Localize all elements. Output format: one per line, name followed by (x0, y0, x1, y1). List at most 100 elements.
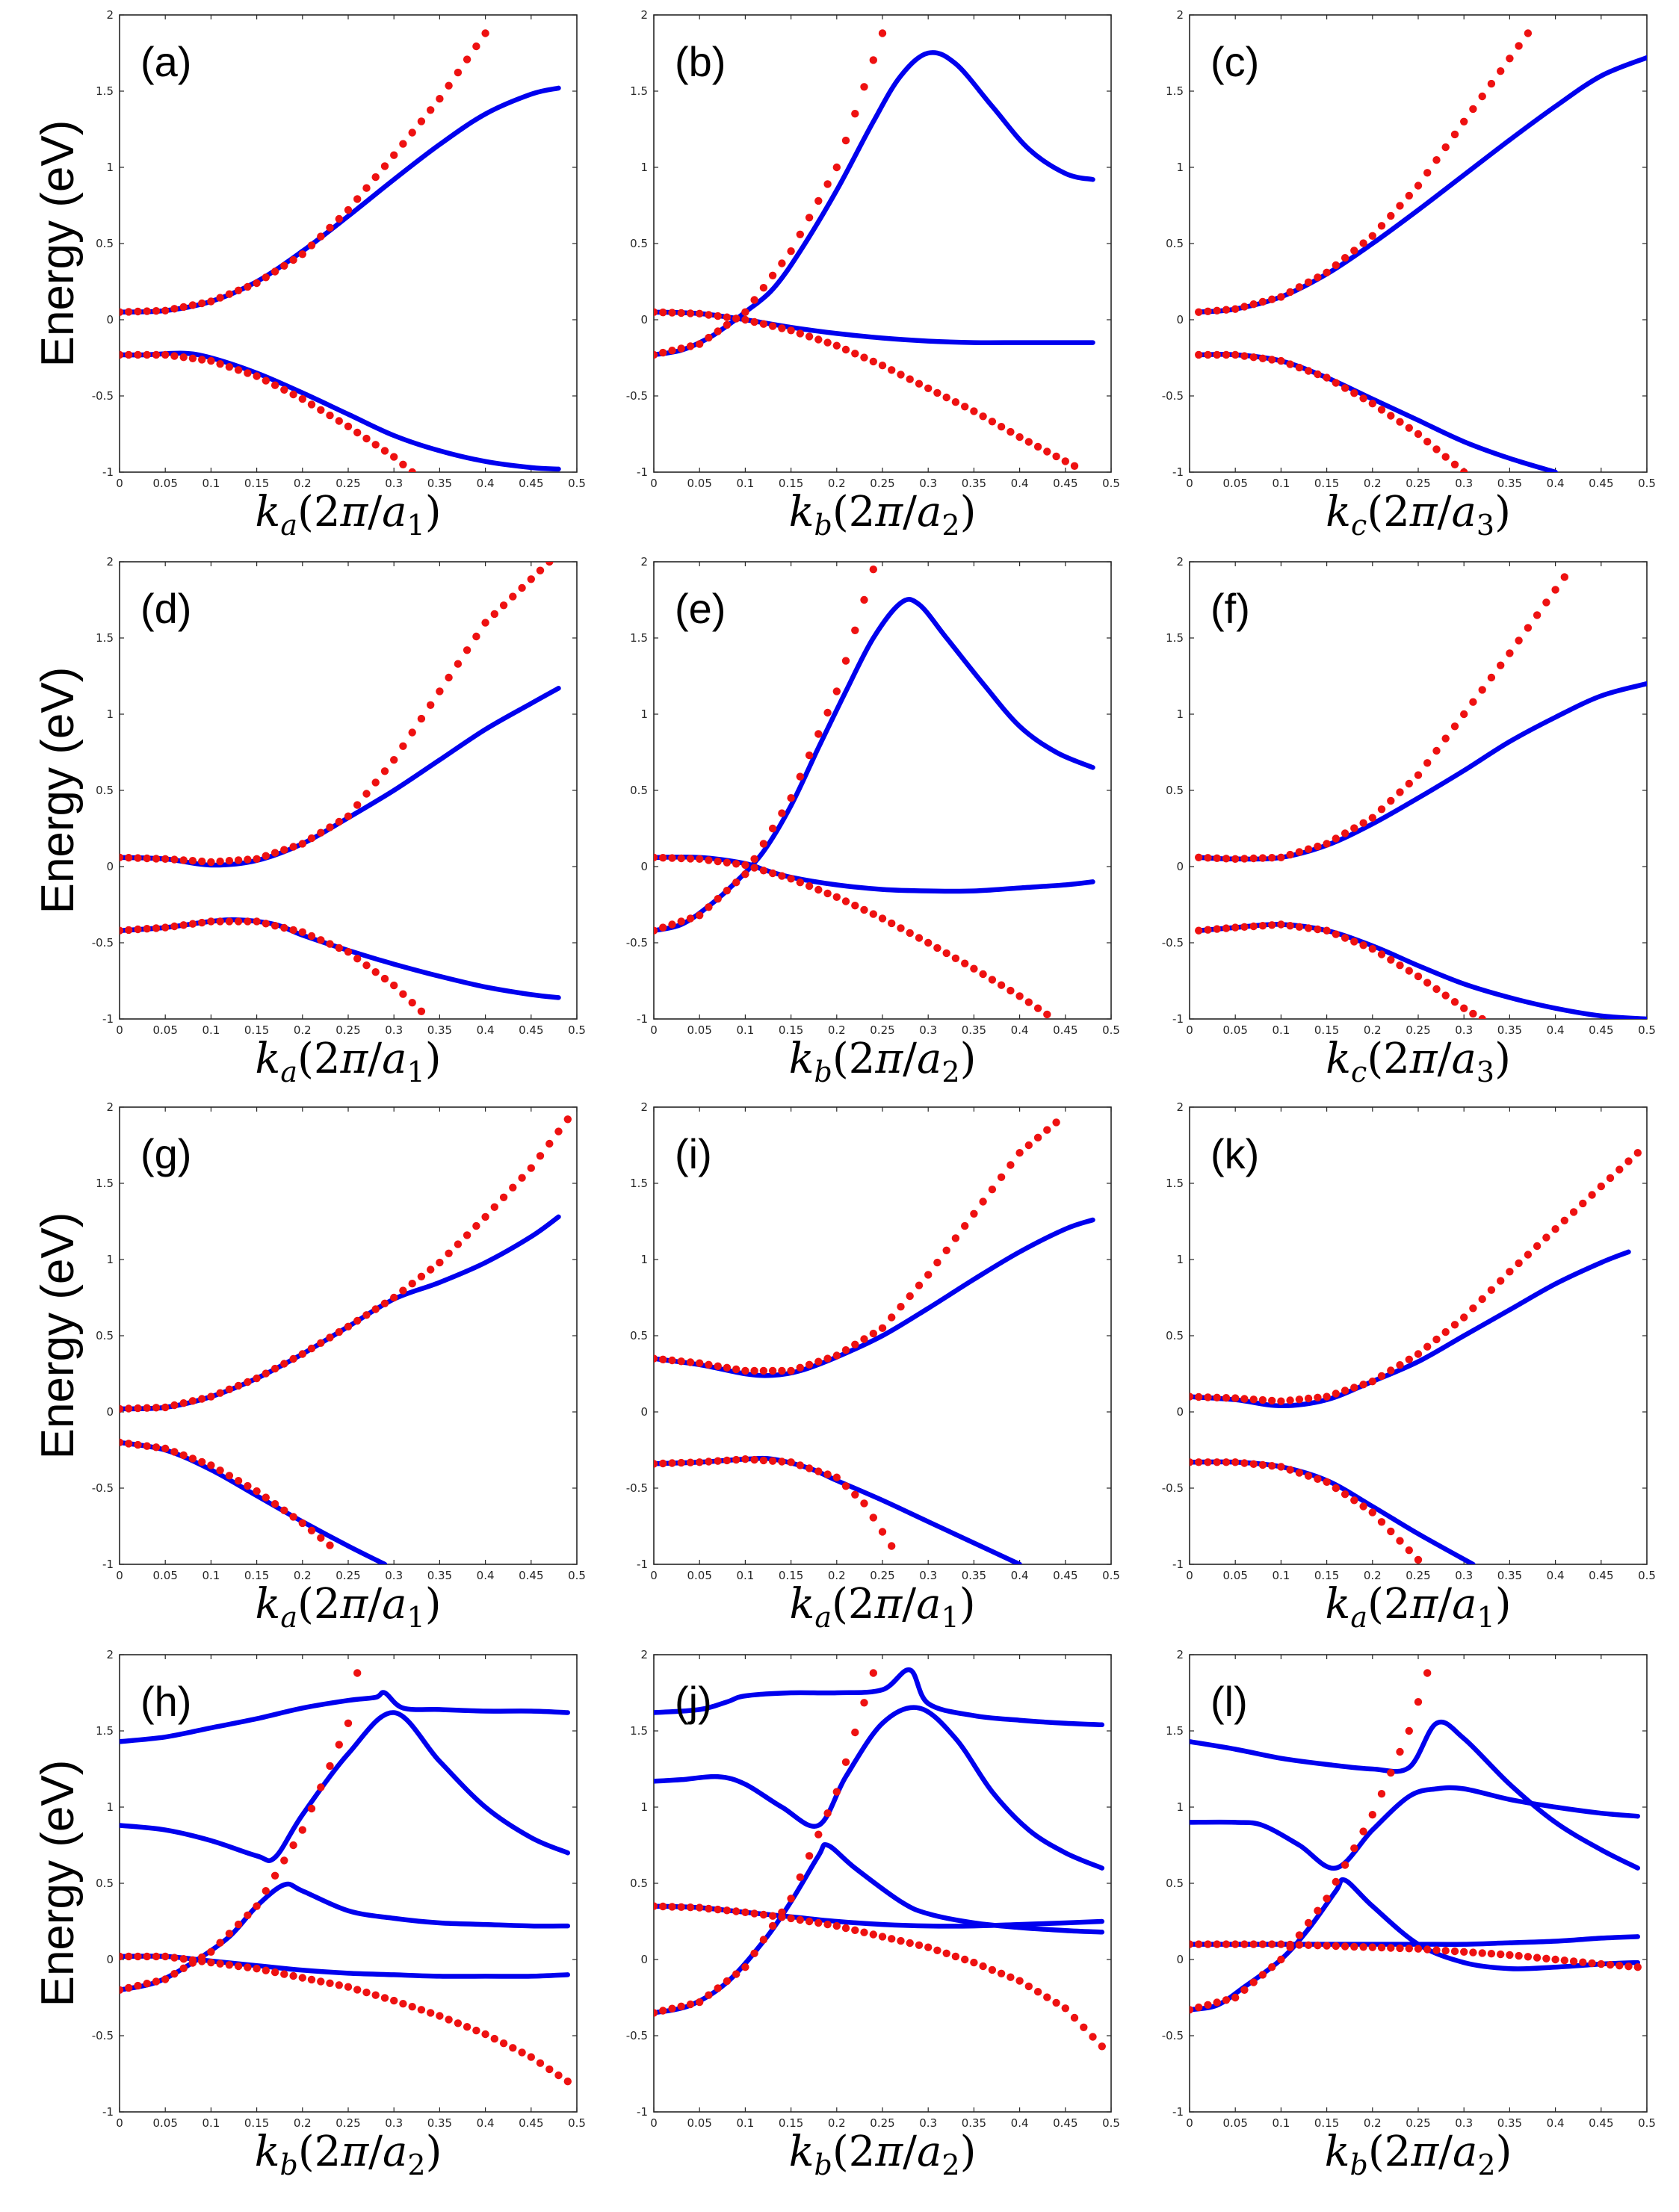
kp-dot (1560, 1957, 1568, 1965)
kp-dot (714, 1457, 722, 1465)
kp-dot (1432, 1335, 1441, 1344)
kp-dot (1249, 1940, 1258, 1948)
y-tick-label: -0.5 (626, 936, 648, 949)
kp-dot (207, 917, 215, 926)
kp-dot (714, 1984, 722, 1992)
panel-label: (f) (1210, 585, 1250, 632)
kp-dot (1249, 1460, 1258, 1469)
model-band-line (654, 1903, 1105, 1929)
kp-dot (1222, 1996, 1231, 2004)
model-band-line (120, 1710, 571, 1863)
kp-dot (1624, 1962, 1633, 1971)
kp-dot (1213, 854, 1221, 863)
kp-dot (897, 1303, 905, 1311)
kp-dot (371, 173, 380, 182)
kp-dot (778, 259, 786, 267)
kp-dot (125, 308, 133, 316)
panel-c: 0 0.05 0.1 0.15 0.2 0.25 0.3 0.35 0.4 0.45 0.5 -1 -0… (1162, 8, 1656, 542)
x-axis-label: kb(2π/a2) (255, 2128, 442, 2181)
kp-dot (536, 566, 545, 574)
kp-dot (262, 920, 270, 928)
kp-dot (298, 394, 306, 403)
axes-box (653, 561, 1112, 1020)
kp-dot (262, 377, 270, 385)
kp-dot (188, 1454, 197, 1463)
model-band-line (654, 309, 1095, 345)
kp-dot (1515, 1259, 1523, 1268)
kp-dot (1460, 117, 1468, 126)
kp-dot (253, 279, 261, 288)
y-tick-label: 1.5 (1166, 631, 1184, 645)
x-tick-label: 0 (650, 1569, 658, 1582)
kp-dot (1524, 1251, 1533, 1259)
kp-dot (778, 1366, 786, 1375)
y-tick-label: 1.5 (1166, 84, 1184, 98)
kp-dot (714, 1905, 722, 1914)
x-tick-label: 0.1 (202, 477, 220, 490)
kp-dot (851, 110, 859, 118)
kp-dot (207, 297, 215, 306)
kp-dot (1414, 1698, 1423, 1706)
x-tick-label: 0.1 (202, 1023, 220, 1037)
y-tick-label: 2 (106, 555, 114, 569)
kp-dot (1341, 254, 1349, 262)
kp-dot (380, 767, 389, 775)
kp-dot (399, 460, 407, 468)
y-tick-label: 2 (640, 8, 648, 22)
kp-dot (1295, 1469, 1304, 1477)
kp-dot (796, 879, 805, 887)
kp-dot (696, 855, 704, 864)
kp-dot (427, 106, 435, 114)
panel-label: (d) (140, 585, 191, 632)
kp-dot (705, 1457, 713, 1466)
kp-dot (179, 856, 188, 864)
kp-dot (677, 1357, 685, 1366)
kp-dot (1268, 356, 1276, 364)
kp-dot (1195, 2003, 1203, 2012)
y-tick-label: 0.5 (1166, 237, 1184, 250)
kp-dot (417, 1272, 426, 1281)
kp-dot (686, 855, 695, 863)
kp-dot (490, 1203, 498, 1212)
kp-dot (298, 928, 306, 936)
kp-dot (1579, 1958, 1587, 1966)
kp-dot (924, 938, 933, 947)
panel-label: (l) (1210, 1678, 1248, 1725)
kp-dot (1432, 445, 1441, 453)
y-tick-label: 0 (640, 1953, 648, 1966)
kp-dot (696, 340, 704, 348)
x-tick-label: 0.45 (1053, 2116, 1077, 2130)
kp-dot (741, 1366, 749, 1375)
x-tick-label: 0.25 (1406, 477, 1430, 490)
kp-dot (161, 1444, 170, 1453)
kp-dot (1015, 992, 1024, 1000)
kp-dot (436, 95, 444, 103)
kp-dot (1533, 1954, 1542, 1962)
kp-dot (906, 1939, 914, 1948)
kp-dot (216, 294, 224, 302)
kp-dot (344, 1322, 353, 1331)
kp-dot (307, 1804, 316, 1813)
kp-dot (1070, 2013, 1079, 2022)
x-tick-label: 0.4 (477, 2116, 495, 2130)
x-tick-label: 0.5 (1102, 1569, 1120, 1582)
kp-dot (198, 356, 206, 364)
y-tick-label: 2 (106, 1648, 114, 1661)
kp-dot (1469, 1009, 1477, 1018)
kp-dot (759, 1366, 768, 1375)
x-tick-label: 0.25 (870, 477, 894, 490)
kp-dot (686, 914, 695, 923)
kp-dot (1015, 433, 1024, 442)
y-tick-label: 1.5 (1166, 1724, 1184, 1738)
kp-dot (1295, 848, 1304, 856)
kp-dot (888, 919, 896, 928)
kp-dot (289, 1971, 297, 1980)
kp-dot (1615, 1962, 1624, 1970)
kp-dot (979, 1962, 987, 1971)
kp-dot (915, 1941, 924, 1949)
panel-label: (k) (1210, 1130, 1259, 1177)
kp-dot (179, 1964, 188, 1972)
plot-area (120, 1669, 572, 2086)
kp-dot (759, 284, 768, 292)
x-axis-label: ka(2π/a1) (255, 488, 441, 542)
